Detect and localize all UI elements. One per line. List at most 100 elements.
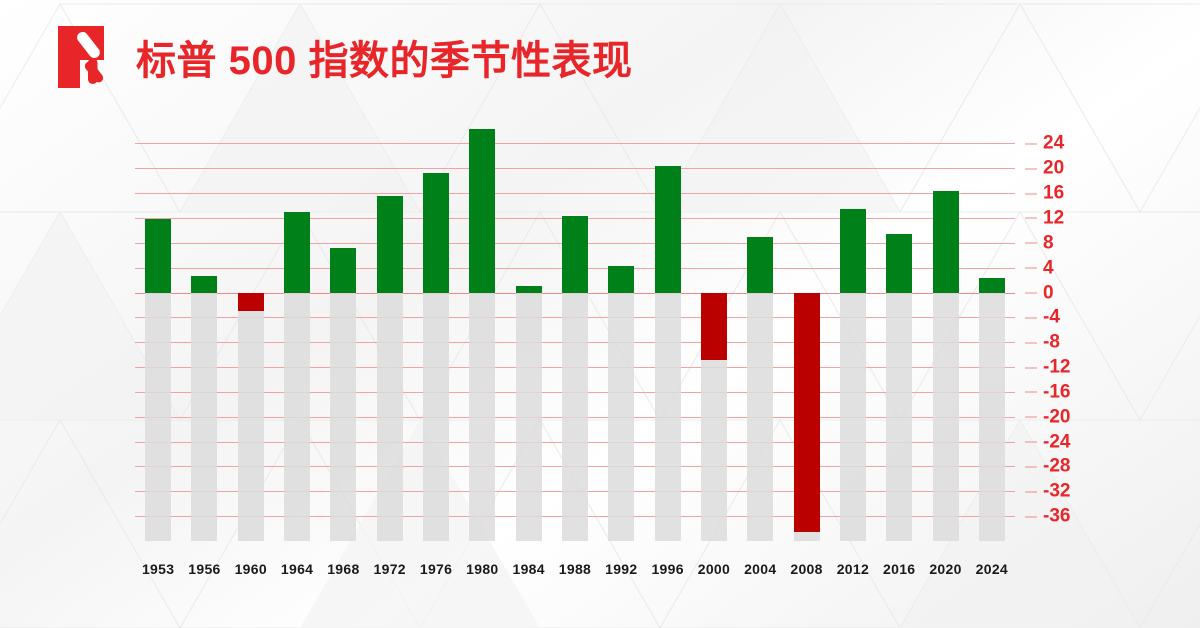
bar-group[interactable]: 2012 — [830, 131, 876, 577]
bar-positive[interactable] — [423, 172, 450, 293]
bar-track — [839, 292, 866, 541]
x-axis-tick-label: 1976 — [419, 561, 453, 577]
bar-track — [284, 292, 311, 541]
bar-group[interactable]: 1984 — [506, 131, 552, 577]
bar-group[interactable]: 1980 — [459, 128, 505, 577]
bar-positive[interactable] — [515, 285, 542, 293]
x-axis-tick-label: 1968 — [327, 561, 360, 577]
bar-track — [145, 292, 172, 541]
y-axis-tick-mark — [1025, 242, 1037, 244]
bar-group[interactable]: 1996 — [644, 131, 690, 577]
y-axis-tick-mark — [1025, 391, 1037, 393]
bar-negative[interactable] — [700, 292, 727, 360]
bar-positive[interactable] — [932, 191, 959, 293]
x-axis-tick-label: 1972 — [373, 561, 406, 577]
x-axis-tick-label: 1984 — [512, 561, 545, 577]
bar-track — [932, 292, 959, 541]
y-axis-tick-label: 4 — [1025, 258, 1105, 277]
bar-group[interactable]: 2016 — [876, 131, 922, 577]
bar-group[interactable]: 2024 — [969, 131, 1015, 577]
y-axis-tick-label: -24 — [1025, 432, 1105, 451]
bar-group[interactable]: 1972 — [367, 131, 413, 577]
x-axis-tick-label: 2016 — [883, 561, 916, 577]
bar-track — [423, 292, 450, 541]
y-axis-tick-label: -32 — [1025, 482, 1105, 501]
y-axis-tick-mark — [1025, 267, 1037, 269]
y-axis-tick-mark — [1025, 168, 1037, 170]
y-axis-tick-mark — [1025, 317, 1037, 319]
x-axis-tick-label: 1992 — [605, 561, 638, 577]
bar-track — [886, 292, 913, 541]
x-axis-tick-label: 1988 — [558, 561, 592, 577]
bar-negative[interactable] — [793, 292, 820, 532]
bar-track — [191, 292, 218, 541]
pen-square-logo-icon — [58, 26, 110, 88]
y-axis-tick-mark — [1025, 441, 1037, 443]
y-axis-tick-label: -8 — [1025, 333, 1105, 352]
gridline — [135, 143, 1015, 145]
x-axis-tick-label: 1960 — [234, 561, 267, 577]
bar-group[interactable]: 2000 — [691, 131, 737, 577]
x-axis-tick-label: 1996 — [651, 561, 684, 577]
bar-positive[interactable] — [191, 276, 218, 293]
y-axis-tick-label: 16 — [1025, 184, 1105, 203]
bar-group[interactable]: 1960 — [228, 131, 274, 577]
gridline — [135, 193, 1015, 195]
bar-track — [237, 292, 264, 541]
y-axis-tick-mark — [1025, 466, 1037, 468]
y-axis-tick-label: 12 — [1025, 208, 1105, 227]
x-axis-tick-label: 1953 — [141, 561, 175, 577]
x-axis-tick-label: 2020 — [929, 561, 962, 577]
bar-track — [978, 292, 1005, 541]
y-axis-tick-label: -12 — [1025, 358, 1105, 377]
y-axis-tick-mark — [1025, 416, 1037, 418]
bar-track — [330, 292, 357, 541]
x-axis-tick-label: 2012 — [836, 561, 870, 577]
y-axis-tick-mark — [1025, 193, 1037, 195]
bar-group[interactable]: 1992 — [598, 131, 644, 577]
bar-group[interactable]: 1956 — [181, 131, 227, 577]
bar-positive[interactable] — [284, 211, 311, 293]
bar-group[interactable]: 1988 — [552, 131, 598, 577]
bar-negative[interactable] — [237, 292, 264, 312]
y-axis-tick-label: 0 — [1025, 283, 1105, 302]
bar-positive[interactable] — [839, 209, 866, 293]
bar-track — [376, 292, 403, 541]
bar-positive[interactable] — [608, 265, 635, 293]
bar-group[interactable]: 2020 — [922, 131, 968, 577]
page-title: 标普 500 指数的季节性表现 — [136, 39, 633, 83]
bar-group[interactable]: 2004 — [737, 131, 783, 577]
x-axis-tick-label: 1956 — [188, 561, 221, 577]
y-axis-tick-label: 24 — [1025, 134, 1105, 153]
y-axis-tick-mark — [1025, 491, 1037, 493]
y-axis-tick-label: -20 — [1025, 407, 1105, 426]
bar-track — [469, 292, 496, 541]
bar-track — [608, 292, 635, 541]
bar-positive[interactable] — [747, 236, 774, 293]
bar-group[interactable]: 1976 — [413, 131, 459, 577]
y-axis-tick-label: -28 — [1025, 457, 1105, 476]
bar-positive[interactable] — [376, 195, 403, 293]
bar-positive[interactable] — [145, 219, 172, 293]
x-axis-tick-label: 2000 — [697, 561, 731, 577]
bar-positive[interactable] — [886, 234, 913, 293]
bar-positive[interactable] — [654, 166, 681, 293]
x-axis-tick-label: 2004 — [744, 561, 777, 577]
bar-positive[interactable] — [978, 278, 1005, 293]
bar-group[interactable]: 1953 — [135, 131, 181, 577]
bar-group[interactable]: 1968 — [320, 131, 366, 577]
bar-positive[interactable] — [330, 247, 357, 293]
y-axis-tick-mark — [1025, 292, 1037, 294]
bar-group[interactable]: 2008 — [783, 131, 829, 577]
gridline — [135, 168, 1015, 170]
bar-positive[interactable] — [469, 128, 496, 293]
y-axis-tick-label: -36 — [1025, 507, 1105, 526]
y-axis-tick-mark — [1025, 342, 1037, 344]
y-axis-tick-label: 20 — [1025, 159, 1105, 178]
y-axis-tick-label: 8 — [1025, 233, 1105, 252]
bar-group[interactable]: 1964 — [274, 131, 320, 577]
bar-positive[interactable] — [561, 216, 588, 293]
x-axis-tick-label: 1980 — [466, 561, 499, 577]
x-axis-tick-label: 2008 — [790, 561, 823, 577]
